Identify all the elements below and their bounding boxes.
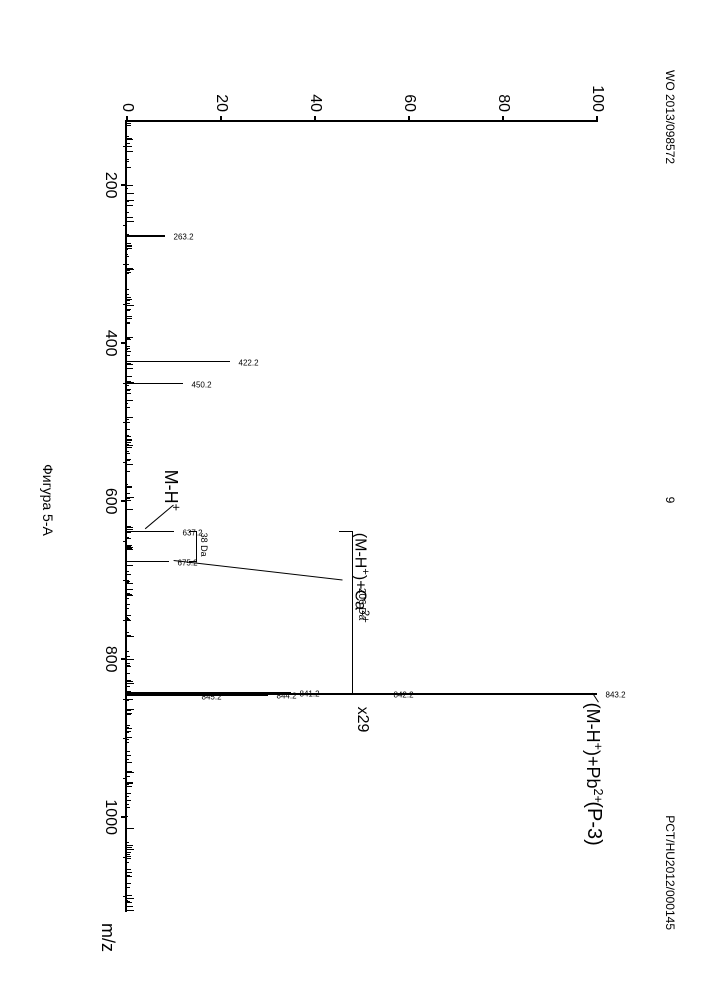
xtick-minor xyxy=(123,501,127,502)
ytick-label: 40 xyxy=(306,82,324,112)
peak xyxy=(127,695,193,697)
ytick-label: 0 xyxy=(118,82,136,112)
peak xyxy=(127,361,230,363)
xtick-minor xyxy=(123,778,127,779)
bracket-206 xyxy=(352,531,353,694)
peak xyxy=(127,561,169,563)
leader-line xyxy=(173,560,342,581)
xtick-label: 200 xyxy=(101,172,119,199)
ytick-label: 60 xyxy=(400,82,418,112)
xtick-label: 800 xyxy=(101,646,119,673)
ytick-mark xyxy=(502,116,504,122)
peak-label: 843.2 xyxy=(606,691,626,700)
ytick-mark xyxy=(314,116,316,122)
peak-label: 844.2 xyxy=(277,692,297,701)
header-right: PCT/HU2012/000145 xyxy=(663,815,677,930)
bracket-tick xyxy=(190,531,198,532)
xtick-label: 400 xyxy=(101,330,119,357)
header-page-number: 9 xyxy=(663,497,677,504)
peak-label: 422.2 xyxy=(239,358,259,367)
xtick-minor xyxy=(123,896,127,897)
peak-label: 263.2 xyxy=(173,233,193,242)
ytick-mark xyxy=(220,116,222,122)
bracket-tick xyxy=(190,561,198,562)
figure-caption: Фигура 5-A xyxy=(40,464,56,536)
delta-38-label: 38 Da xyxy=(200,533,210,557)
ytick-label: 100 xyxy=(588,82,606,112)
delta-206-label: 206 Da xyxy=(356,588,367,620)
xtick-minor xyxy=(123,343,127,344)
xtick-minor xyxy=(123,462,127,463)
ytick-mark xyxy=(126,116,128,122)
bracket-tick xyxy=(339,531,353,532)
peak-label: 845.2 xyxy=(201,692,221,701)
bracket-38 xyxy=(197,531,198,561)
ytick-mark xyxy=(408,116,410,122)
leader-line xyxy=(145,505,174,529)
peak xyxy=(127,531,174,533)
ytick-label: 20 xyxy=(212,82,230,112)
peak xyxy=(127,235,165,237)
xtick-label: 1000 xyxy=(101,799,119,835)
peak xyxy=(127,383,183,385)
pb-adduct-label: (M-H+)+Pb2+ xyxy=(582,703,605,803)
xtick-minor xyxy=(123,225,127,226)
peak-label: 450.2 xyxy=(192,380,212,389)
xtick-minor xyxy=(123,541,127,542)
xtick-label: 600 xyxy=(101,488,119,515)
xtick-minor xyxy=(123,817,127,818)
p3-label: (P-3) xyxy=(582,801,605,845)
mass-spectrum-chart: m/z 0204060801002004006008001000263.2422… xyxy=(125,120,597,912)
x29-label: x29 xyxy=(353,707,371,733)
x-axis-label: m/z xyxy=(97,923,118,952)
ytick-label: 80 xyxy=(494,82,512,112)
bracket-tick xyxy=(339,693,353,694)
header-left: WO 2013/098572 xyxy=(663,70,677,164)
ytick-mark xyxy=(596,116,598,122)
